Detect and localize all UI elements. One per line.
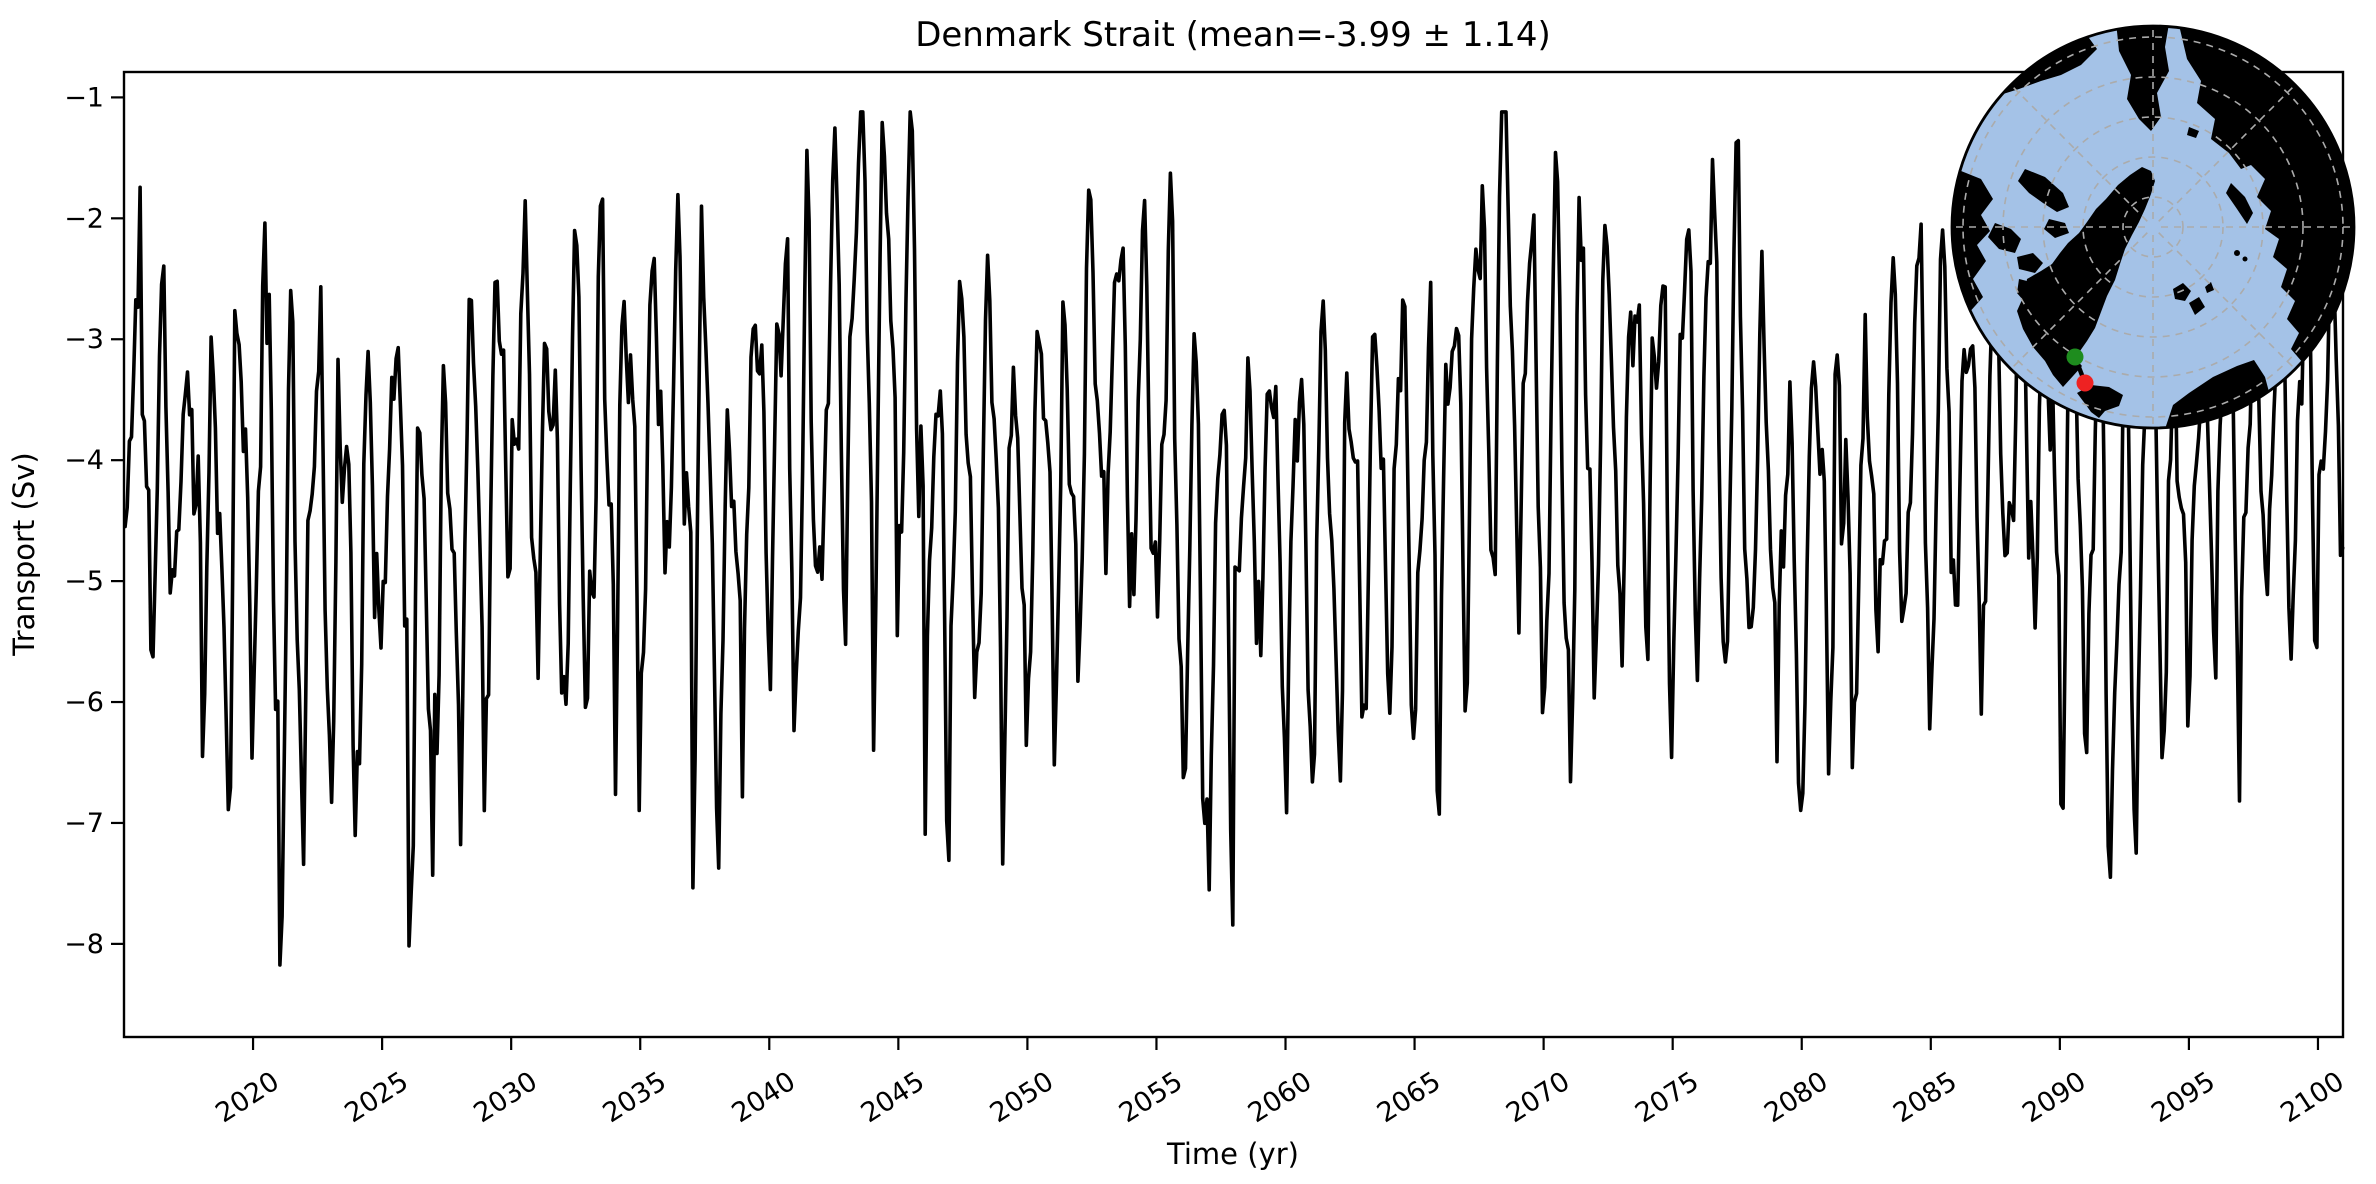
- land-iceland: [2077, 385, 2123, 418]
- y-tick-label: −4: [64, 445, 104, 476]
- y-tick-label: −7: [64, 808, 104, 839]
- graticule-latitude-circle: [2042, 116, 2264, 338]
- y-tick-label: −5: [64, 566, 104, 597]
- y-tick-label: −3: [64, 324, 104, 355]
- map-graticule: [1952, 26, 2354, 428]
- y-axis-ticks: −1 −2 −3 −4 −5 −6 −7 −8: [64, 82, 124, 960]
- strait-start-marker-green: [2066, 348, 2084, 366]
- plot-area-spines: [122, 70, 2345, 1039]
- graticule-meridian-line: [2010, 232, 2148, 370]
- land-franz-josef: [2234, 250, 2240, 256]
- graticule-meridian-line: [2010, 84, 2148, 222]
- y-tick-label: −2: [64, 203, 104, 234]
- strait-end-marker-red: [2076, 374, 2094, 392]
- land-svalbard-3: [2205, 282, 2214, 293]
- land-franz-josef-2: [2242, 256, 2248, 262]
- y-tick-label: −8: [64, 929, 104, 960]
- land-new-siberian-islands: [2187, 127, 2199, 138]
- land-chukotka: [2115, 26, 2171, 131]
- land-ellesmere-island: [2018, 169, 2069, 212]
- transport-line: [123, 110, 2345, 967]
- graticule-latitude-circle: [2082, 156, 2224, 298]
- y-axis-label: Transport (Sv): [7, 452, 41, 657]
- y-tick-label: −6: [64, 687, 104, 718]
- land-banks-island: [1988, 223, 2021, 253]
- chart-title: Denmark Strait (mean=-3.99 ± 1.14): [915, 15, 1551, 55]
- land-arctic-islands: [2044, 219, 2069, 238]
- land-greenland: [2017, 167, 2155, 387]
- land-baffin-island: [2017, 279, 2061, 327]
- map-boundary-circle: [1950, 24, 2356, 430]
- land-victoria-island: [2017, 253, 2043, 273]
- land-novaya-zemlya: [2226, 183, 2253, 224]
- graticule-latitude-circle: [2002, 76, 2304, 378]
- x-axis-label: Time (yr): [1166, 1137, 1299, 1171]
- land-svalbard: [2173, 283, 2191, 301]
- graticule-latitude-circle: [2122, 196, 2184, 258]
- y-tick-label: −1: [64, 82, 104, 113]
- land-svalbard-2: [2189, 297, 2205, 315]
- graticule-meridian-line: [2158, 84, 2296, 222]
- graticule-meridian-line: [2158, 232, 2296, 370]
